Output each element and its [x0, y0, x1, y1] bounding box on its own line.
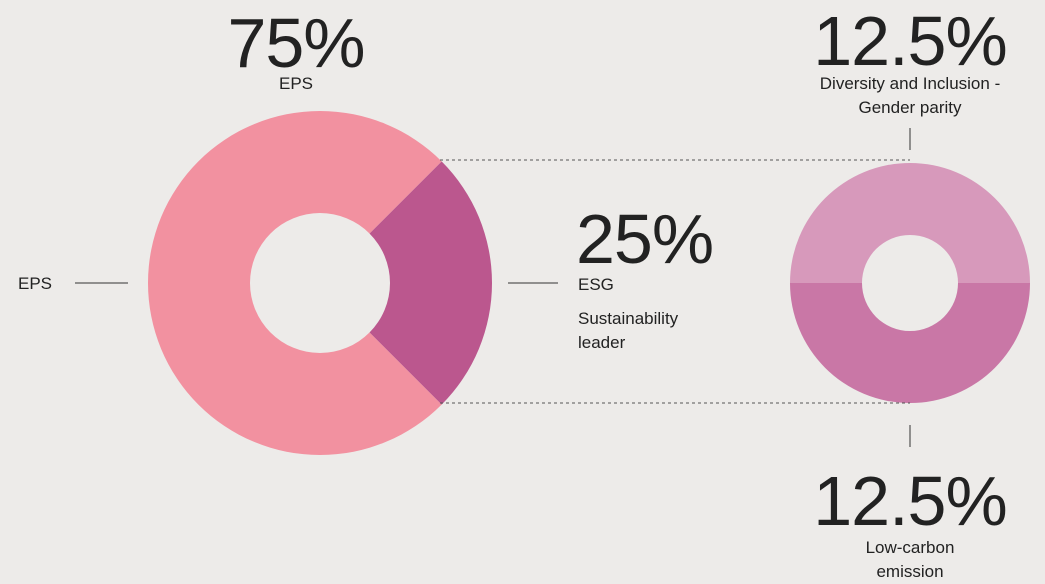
category-label: EPS — [18, 274, 53, 293]
value-label: 12.5% — [813, 2, 1007, 80]
slice — [790, 283, 1030, 403]
category-label: Diversity and Inclusion - Gender parity — [819, 74, 1001, 117]
slice — [369, 161, 493, 405]
slice — [790, 163, 1030, 283]
category-label: EPS — [278, 74, 314, 93]
value-label: 75% — [227, 4, 365, 82]
value-label: 25% — [576, 200, 714, 278]
slice — [147, 111, 442, 456]
category-label: Low-carbon emission — [865, 538, 955, 581]
category-label: ESG — [578, 275, 614, 294]
annotation: Sustainability leader — [578, 309, 679, 352]
value-label: 12.5% — [813, 462, 1007, 540]
marks — [147, 111, 1030, 456]
